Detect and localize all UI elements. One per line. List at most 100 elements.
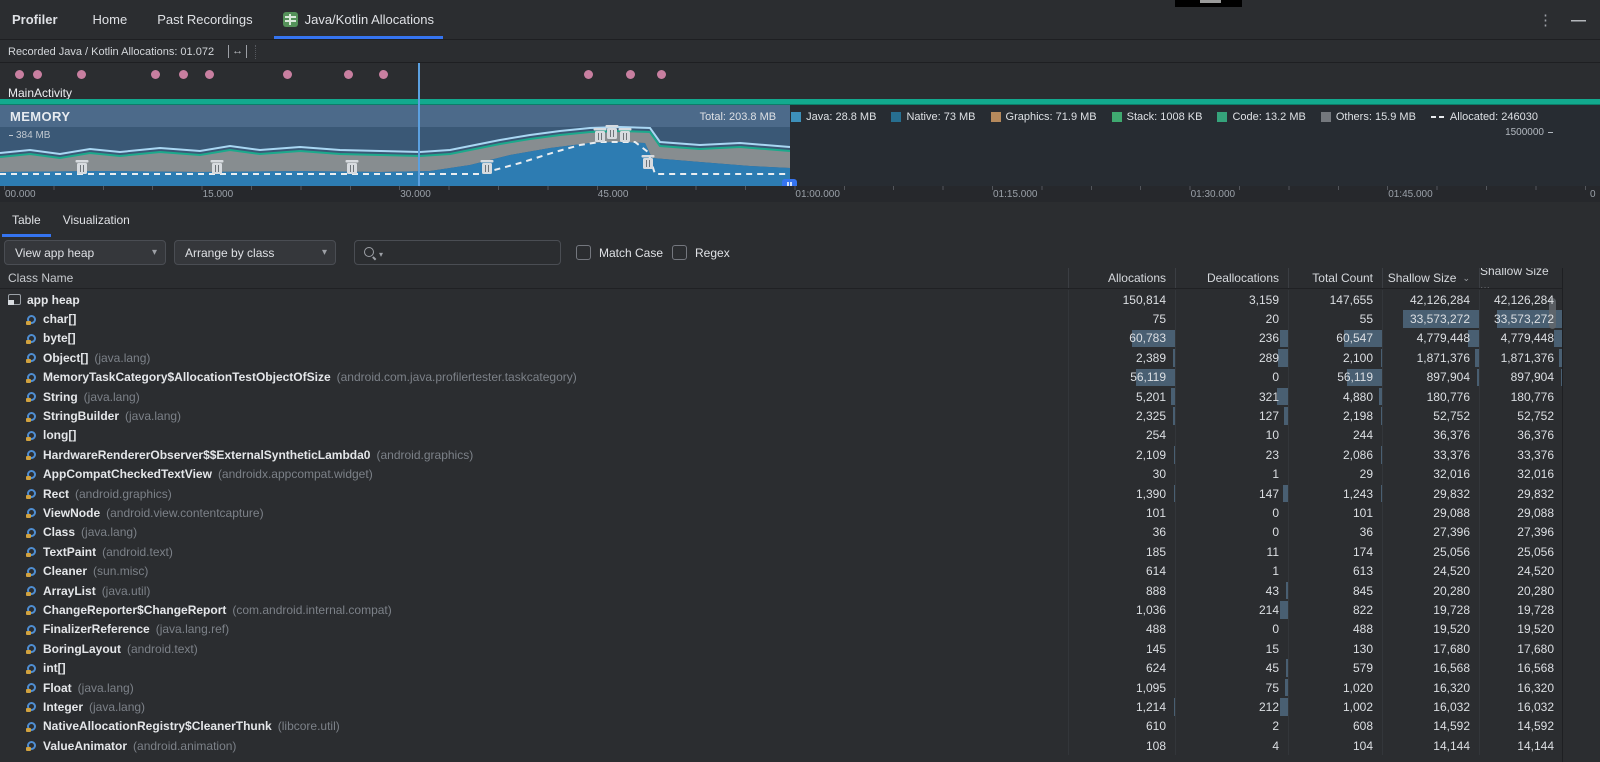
table-row[interactable]: FinalizerReference (java.lang.ref) 488 0 488… bbox=[0, 619, 1563, 640]
user-event-dot[interactable] bbox=[379, 70, 388, 79]
alloc-cell: 145 bbox=[1068, 639, 1175, 659]
tab-java-kotlin-allocations[interactable]: Java/Kotlin Allocations bbox=[273, 0, 444, 39]
table-row[interactable]: Class (java.lang) 36 0 36 27,396 27,396 bbox=[0, 522, 1563, 543]
table-row[interactable]: int[] 624 45 579 16,568 16,568 bbox=[0, 658, 1563, 678]
user-event-dot[interactable] bbox=[626, 70, 635, 79]
value-proportion-bar bbox=[1380, 349, 1382, 367]
table-row[interactable]: StringBuilder (java.lang) 2,325 127 2,198 52,… bbox=[0, 406, 1563, 426]
class-name: TextPaint bbox=[43, 544, 97, 559]
table-row[interactable]: HardwareRendererObserver$$ExternalSynthe… bbox=[0, 445, 1563, 465]
package-name: (android.com.java.profilertester.taskcat… bbox=[336, 370, 577, 385]
chevron-down-icon: ▾ bbox=[151, 247, 157, 258]
package-name: (com.android.internal.compat) bbox=[232, 602, 392, 617]
tab-table[interactable]: Table bbox=[2, 202, 51, 237]
more-options-icon[interactable]: ⋮ bbox=[1538, 12, 1553, 29]
class-icon bbox=[26, 566, 36, 577]
user-event-dot[interactable] bbox=[179, 70, 188, 79]
class-icon bbox=[26, 683, 36, 693]
heap-select-dropdown[interactable]: View app heap ▾ bbox=[4, 240, 166, 265]
table-row[interactable]: Rect (android.graphics) 1,390 147 1,243 29,83… bbox=[0, 483, 1563, 504]
class-name-cell: ArrayList (java.util) bbox=[0, 584, 1068, 598]
table-row[interactable]: String (java.lang) 5,201 321 4,880 180,776 180… bbox=[0, 386, 1563, 407]
class-name: int[] bbox=[43, 661, 66, 676]
memory-timeline[interactable]: MEMORY 384 MB Total: 203.8 MB Java: 28.8 … bbox=[0, 105, 1600, 186]
class-name-cell: HardwareRendererObserver$$ExternalSynthe… bbox=[0, 448, 1068, 462]
table-row[interactable]: Object[] (java.lang) 2,389 289 2,100 1,871,37… bbox=[0, 348, 1563, 368]
value-proportion-bar bbox=[1171, 387, 1175, 406]
user-event-dot[interactable] bbox=[283, 70, 292, 79]
user-event-dot[interactable] bbox=[205, 70, 214, 79]
tab-past-recordings[interactable]: Past Recordings bbox=[157, 12, 253, 27]
timeline-playhead[interactable] bbox=[418, 63, 420, 186]
minimize-icon[interactable]: — bbox=[1571, 11, 1586, 29]
column-header-deallocations[interactable]: Deallocations bbox=[1175, 268, 1288, 288]
package-name: (java.lang) bbox=[94, 350, 151, 365]
table-header: Class Name Allocations Deallocations Tot… bbox=[0, 268, 1563, 289]
value-text: 16,568 bbox=[1433, 661, 1470, 676]
class-name-cell: ViewNode (android.view.contentcapture) bbox=[0, 506, 1068, 520]
value-text: 24,520 bbox=[1517, 564, 1554, 579]
column-header-class-name[interactable]: Class Name bbox=[8, 271, 74, 285]
class-name: Cleaner bbox=[43, 564, 88, 579]
total-cell: 1,243 bbox=[1288, 483, 1382, 504]
tab-visualization[interactable]: Visualization bbox=[62, 212, 130, 227]
class-icon bbox=[26, 372, 36, 383]
user-event-dot[interactable] bbox=[33, 70, 42, 79]
user-event-dot[interactable] bbox=[657, 70, 666, 79]
column-header-shallow-size-2[interactable]: Shallow Size ... bbox=[1479, 268, 1563, 288]
value-text: 0 bbox=[1272, 622, 1279, 637]
table-row[interactable]: ArrayList (java.util) 888 43 845 20,280 20,280 bbox=[0, 580, 1563, 601]
user-event-dot[interactable] bbox=[77, 70, 86, 79]
table-row[interactable]: BoringLayout (android.text) 145 15 130 17,680… bbox=[0, 639, 1563, 659]
column-header-shallow-size[interactable]: Shallow Size ⌄ bbox=[1382, 268, 1479, 288]
zoom-to-selection-icon[interactable]: ↔ bbox=[228, 45, 248, 58]
user-event-dot[interactable] bbox=[15, 70, 24, 79]
screen-notch bbox=[1175, 0, 1242, 7]
value-text: 14,592 bbox=[1517, 719, 1554, 734]
tab-home[interactable]: Home bbox=[92, 12, 128, 27]
class-name-cell: String (java.lang) bbox=[0, 390, 1068, 404]
column-header-allocations[interactable]: Allocations bbox=[1068, 268, 1175, 288]
dealloc-cell: 212 bbox=[1175, 697, 1288, 717]
search-input[interactable]: ▾ bbox=[354, 240, 561, 265]
activity-lifecycle-bar bbox=[0, 99, 1600, 105]
total-cell: 147,655 bbox=[1288, 290, 1382, 310]
column-header-total-count[interactable]: Total Count bbox=[1288, 268, 1382, 288]
table-row[interactable]: ValueAnimator (android.animation) 108 4 104 1… bbox=[0, 735, 1563, 756]
vertical-scrollbar-thumb[interactable] bbox=[1549, 298, 1556, 329]
class-name-cell: Object[] (java.lang) bbox=[0, 351, 1068, 365]
table-row[interactable]: ViewNode (android.view.contentcapture) 101… bbox=[0, 503, 1563, 523]
value-text: 20,280 bbox=[1433, 583, 1470, 598]
arrange-by-dropdown[interactable]: Arrange by class ▾ bbox=[174, 240, 336, 265]
user-event-dot[interactable] bbox=[151, 70, 160, 79]
value-text: 11 bbox=[1266, 544, 1279, 559]
table-row[interactable]: app heap 150,814 3,159 147,655 42,126,284 42,… bbox=[0, 290, 1563, 310]
table-row[interactable]: MemoryTaskCategory$AllocationTestObjectO… bbox=[0, 367, 1563, 387]
user-event-dot[interactable] bbox=[344, 70, 353, 79]
value-text: 236 bbox=[1258, 331, 1279, 346]
dealloc-cell: 11 bbox=[1175, 542, 1288, 562]
table-row[interactable]: long[] 254 10 244 36,376 36,376 bbox=[0, 425, 1563, 446]
time-axis-label: 01:30.000 bbox=[1190, 189, 1236, 200]
value-text: 608 bbox=[1352, 719, 1373, 734]
match-case-checkbox[interactable] bbox=[576, 245, 591, 260]
shallow-cell: 14,144 bbox=[1382, 735, 1479, 756]
table-row[interactable]: Float (java.lang) 1,095 75 1,020 16,320 16,320 bbox=[0, 677, 1563, 698]
user-event-dot[interactable] bbox=[584, 70, 593, 79]
legend-item: Java: 28.8 MB bbox=[791, 111, 876, 123]
table-row[interactable]: ChangeReporter$ChangeReport (com.android.… bbox=[0, 600, 1563, 620]
table-row[interactable]: Cleaner (sun.misc) 614 1 613 24,520 24,520 bbox=[0, 561, 1563, 581]
search-history-caret-icon[interactable]: ▾ bbox=[379, 250, 384, 259]
table-row[interactable]: NativeAllocationRegistry$CleanerThunk (li… bbox=[0, 716, 1563, 736]
regex-checkbox[interactable] bbox=[672, 245, 687, 260]
legend-swatch bbox=[1217, 112, 1228, 122]
shallow2-cell: 14,144 bbox=[1479, 735, 1563, 756]
table-row[interactable]: char[] 75 20 55 33,573,272 33,573,272 bbox=[0, 309, 1563, 329]
shallow2-cell: 16,032 bbox=[1479, 697, 1563, 717]
table-row[interactable]: Integer (java.lang) 1,214 212 1,002 16,032 16,… bbox=[0, 697, 1563, 717]
legend-label: Graphics: 71.9 MB bbox=[1005, 111, 1097, 123]
table-row[interactable]: AppCompatCheckedTextView (androidx.appcom… bbox=[0, 464, 1563, 484]
value-text: 2,109 bbox=[1135, 447, 1166, 462]
table-row[interactable]: TextPaint (android.text) 185 11 174 25,056 25,… bbox=[0, 542, 1563, 562]
table-row[interactable]: byte[] 60,783 236 60,547 4,779,448 4,779,448 bbox=[0, 328, 1563, 349]
